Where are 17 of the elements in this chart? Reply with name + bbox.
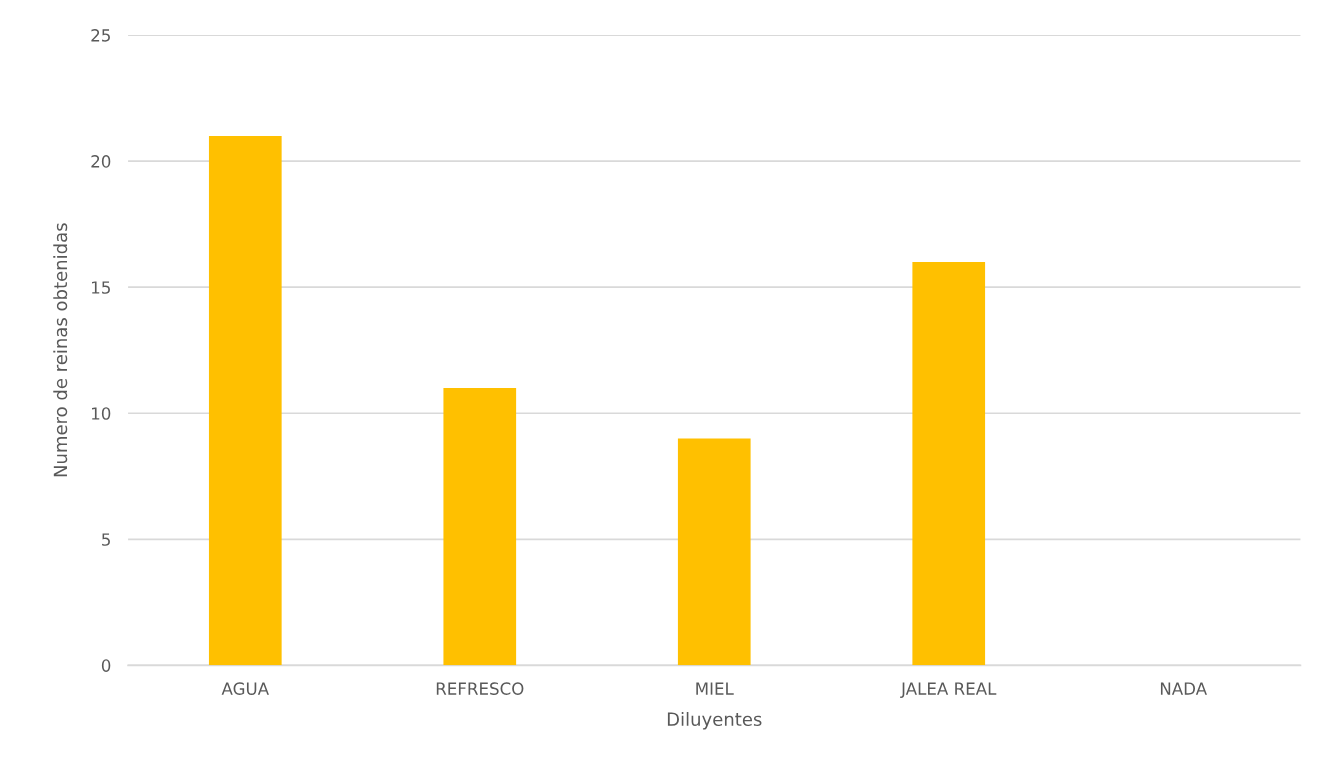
x-tick-label: MIEL bbox=[696, 682, 734, 695]
x-tick-label: AGUA bbox=[221, 682, 269, 695]
bar bbox=[677, 438, 751, 666]
y-axis-title: Numero de reinas obtenidas bbox=[53, 223, 68, 477]
y-tick-label: 5 bbox=[102, 533, 110, 546]
y-tick-label: 20 bbox=[91, 155, 111, 168]
bar bbox=[443, 388, 517, 666]
y-tick-label: 0 bbox=[101, 659, 111, 672]
y-tick-label: 25 bbox=[91, 29, 110, 42]
x-axis-title: Diluyentes bbox=[667, 712, 762, 730]
bar bbox=[208, 135, 282, 666]
y-tick-label: 10 bbox=[92, 407, 111, 420]
y-tick-label: 15 bbox=[92, 281, 110, 294]
x-tick-label: NADA bbox=[1160, 682, 1207, 695]
bar bbox=[912, 261, 986, 666]
x-tick-label: REFRESCO bbox=[436, 682, 524, 695]
x-tick-label: JALEA REAL bbox=[900, 682, 997, 699]
